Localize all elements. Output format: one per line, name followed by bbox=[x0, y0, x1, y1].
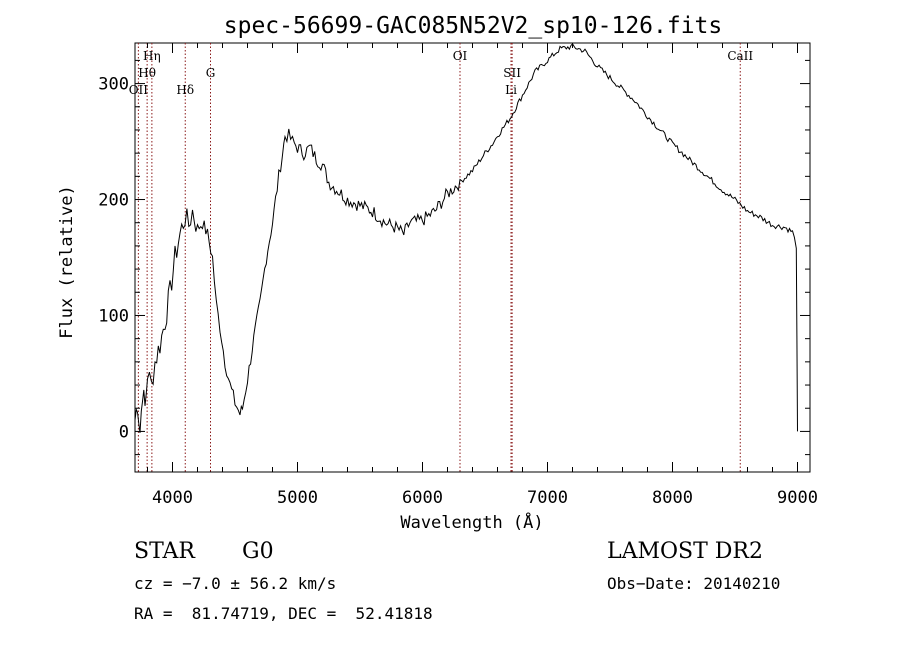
plot-area: Hη Hθ OII Hδ G OI SII Li CaII 4000 5000 6000 7000 80… bbox=[98, 42, 818, 508]
redshift-line: cz = −7.0 ± 56.2 km/s bbox=[134, 574, 337, 593]
plot-frame bbox=[134, 42, 811, 473]
marker-label: Li bbox=[505, 83, 517, 97]
marker-label: OII bbox=[129, 83, 149, 97]
y-axis-label: Flux (relative) bbox=[57, 185, 77, 339]
radec-line: RA = 81.74719, DEC = 52.41818 bbox=[134, 604, 433, 623]
marker-label: Hθ bbox=[138, 66, 156, 80]
object-class: STAR bbox=[134, 539, 195, 564]
x-tick-label: 7000 bbox=[527, 488, 568, 508]
x-axis-label: Wavelength (Å) bbox=[400, 511, 543, 533]
y-tick-label: 0 bbox=[119, 422, 129, 442]
x-tick-label: 8000 bbox=[652, 488, 693, 508]
x-tick-label: 9000 bbox=[777, 488, 818, 508]
y-axis: 0 100 200 300 bbox=[98, 59, 810, 456]
marker-label: CaII bbox=[727, 49, 753, 63]
object-subclass: G0 bbox=[242, 539, 274, 564]
line-markers: Hη Hθ OII Hδ G OI SII Li CaII bbox=[129, 43, 753, 472]
obs-date-line: Obs−Date: 20140210 bbox=[607, 574, 781, 593]
marker-label: OI bbox=[453, 49, 468, 63]
y-tick-label: 300 bbox=[98, 75, 129, 95]
x-axis: 4000 5000 6000 7000 8000 9000 bbox=[147, 43, 818, 508]
marker-label: Hδ bbox=[176, 83, 194, 97]
survey-name: LAMOST DR2 bbox=[607, 539, 763, 564]
y-tick-label: 100 bbox=[98, 306, 129, 326]
x-tick-label: 6000 bbox=[402, 488, 443, 508]
y-tick-label: 200 bbox=[98, 191, 129, 211]
marker-label: SII bbox=[503, 66, 521, 80]
marker-label: Hη bbox=[143, 49, 161, 63]
spectrum-line bbox=[134, 42, 798, 433]
x-tick-label: 5000 bbox=[277, 488, 318, 508]
x-tick-label: 4000 bbox=[152, 488, 193, 508]
chart-title: spec-56699-GAC085N52V2_sp10-126.fits bbox=[224, 13, 723, 39]
marker-label: G bbox=[206, 66, 216, 80]
